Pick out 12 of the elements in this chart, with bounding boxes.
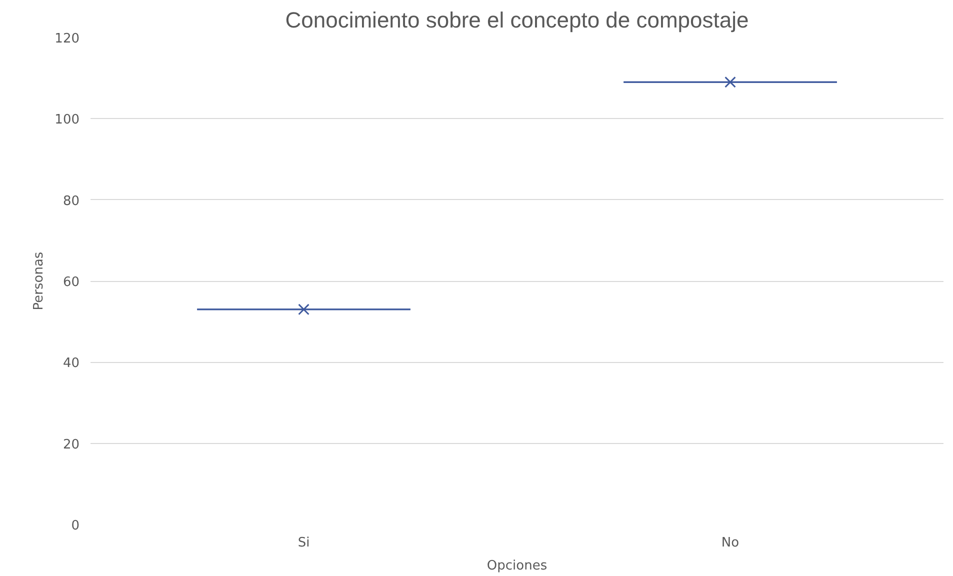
y-tick-label: 120 — [54, 32, 80, 46]
x-tick-label: Si — [298, 536, 310, 550]
x-tick-label: No — [721, 536, 740, 550]
y-tick-label: 60 — [62, 275, 80, 290]
y-tick-label: 20 — [62, 437, 80, 452]
y-tick-label: 80 — [62, 194, 80, 209]
y-tick-label: 40 — [62, 356, 80, 372]
y-axis-title: Personas — [32, 252, 47, 310]
chart-title: Conocimiento sobre el concepto de compostaje — [285, 8, 749, 32]
y-tick-label: 100 — [54, 112, 80, 128]
y-tick-label: 0 — [71, 518, 80, 534]
x-axis-title: Opciones — [486, 558, 548, 574]
